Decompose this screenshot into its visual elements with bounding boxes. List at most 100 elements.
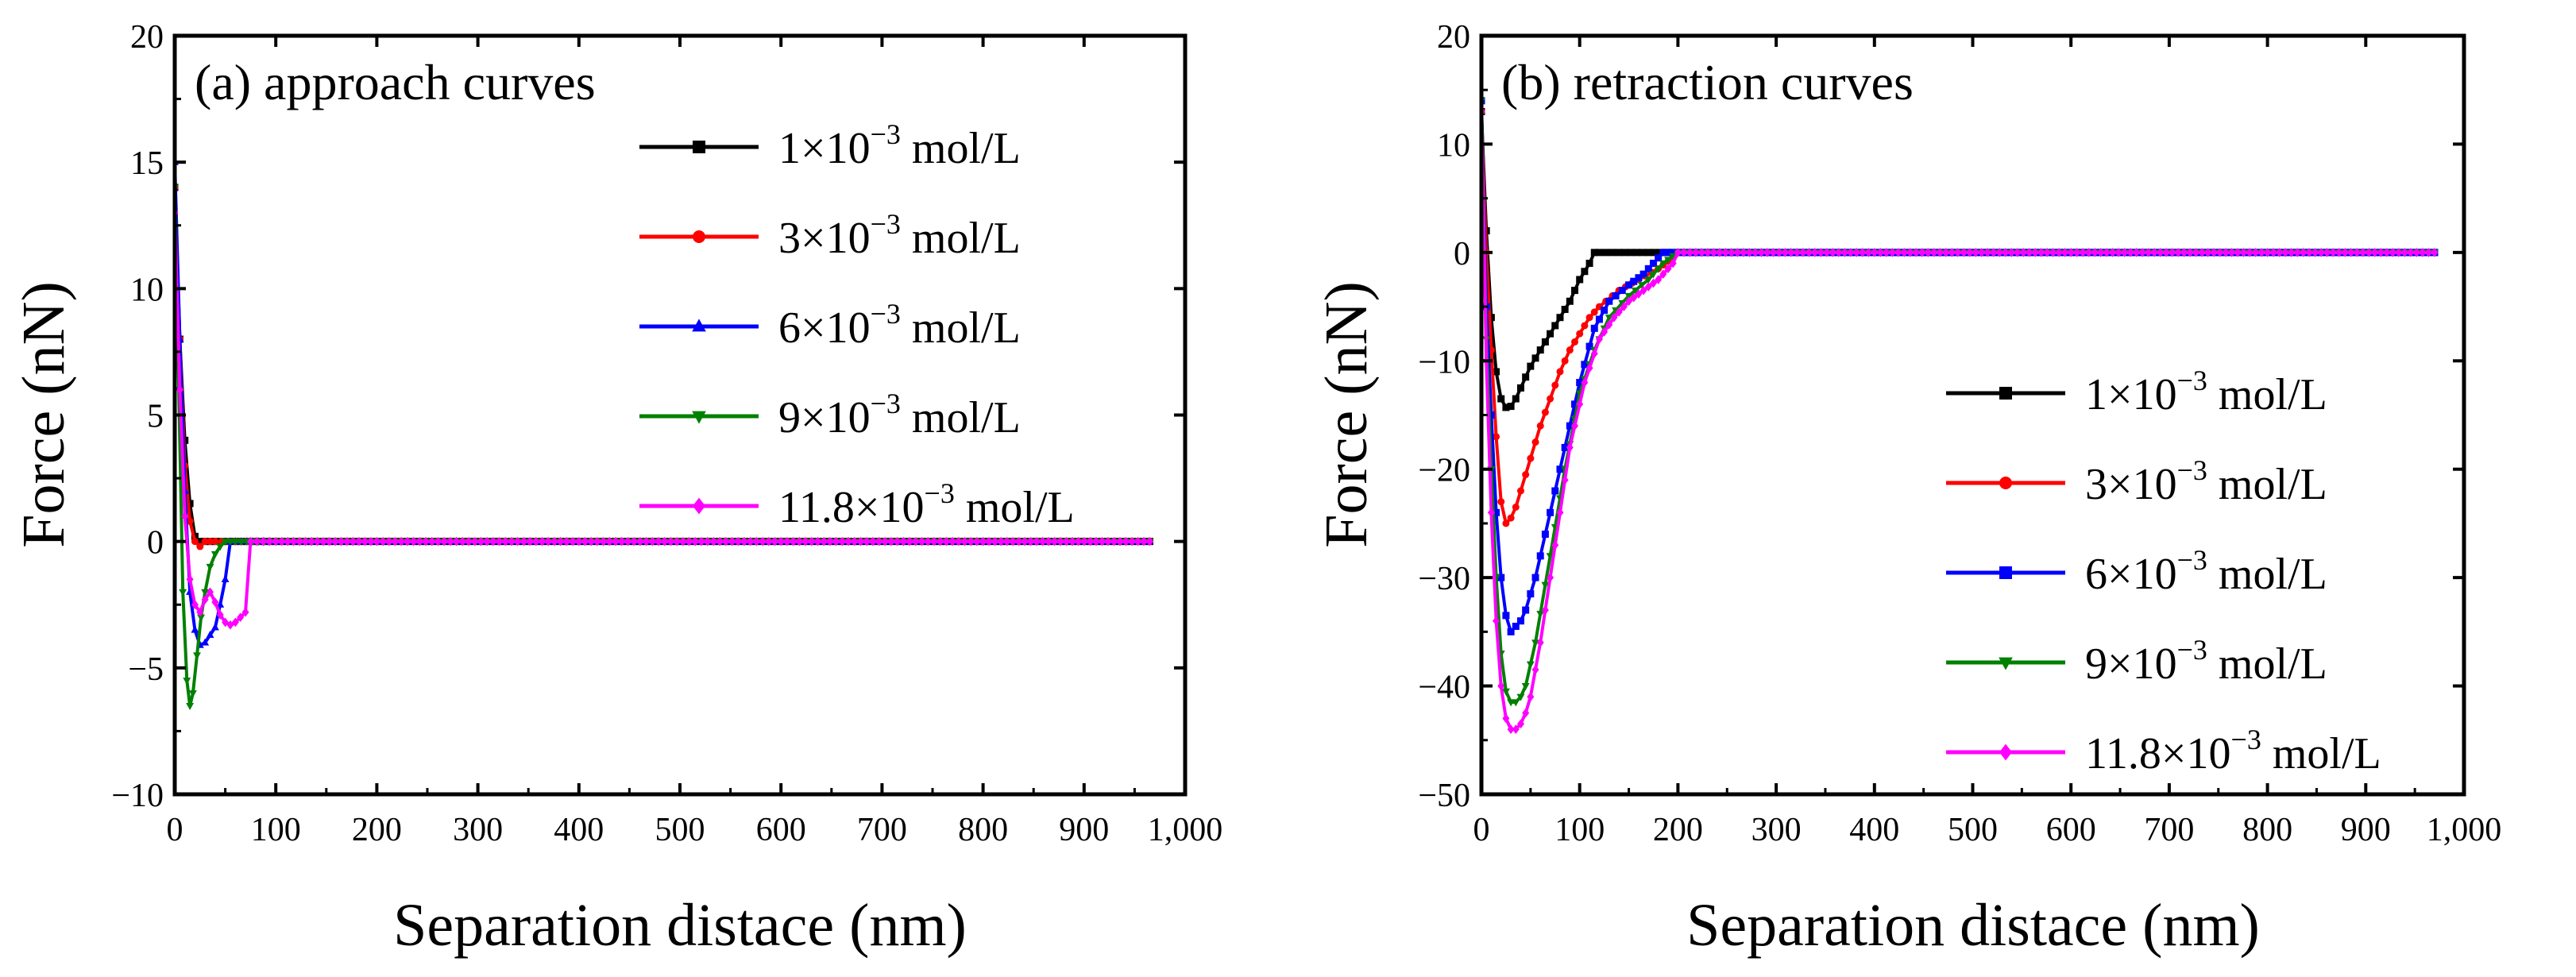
data-point bbox=[1122, 536, 1130, 546]
data-point bbox=[1912, 248, 1920, 257]
data-point bbox=[1644, 282, 1652, 292]
data-point bbox=[979, 536, 987, 546]
data-point bbox=[704, 536, 712, 546]
data-point bbox=[562, 536, 570, 546]
data-point bbox=[1605, 315, 1613, 322]
data-point bbox=[1936, 248, 1944, 257]
series-line bbox=[1481, 111, 2435, 732]
data-point bbox=[1527, 454, 1535, 462]
data-point bbox=[201, 589, 210, 597]
series-line bbox=[175, 187, 1150, 707]
data-point bbox=[1590, 349, 1598, 359]
data-point bbox=[844, 536, 852, 546]
data-point bbox=[2419, 248, 2427, 257]
data-point bbox=[1541, 531, 1549, 539]
legend-marker bbox=[1999, 477, 2012, 489]
data-point bbox=[2097, 248, 2105, 257]
legend-label: 9×10−3 mol/L bbox=[778, 388, 1021, 442]
x-tick-label: 400 bbox=[1849, 812, 1899, 848]
data-point bbox=[912, 536, 920, 546]
data-point bbox=[206, 563, 214, 571]
x-tick-label: 300 bbox=[1751, 812, 1802, 848]
data-point bbox=[483, 536, 491, 546]
data-point bbox=[1728, 248, 1736, 257]
data-point bbox=[1799, 248, 1807, 257]
data-point bbox=[1716, 248, 1724, 257]
data-point bbox=[216, 543, 225, 551]
data-point bbox=[1631, 288, 1639, 295]
data-point bbox=[196, 607, 204, 617]
data-point bbox=[985, 536, 993, 546]
data-point bbox=[1649, 271, 1658, 279]
data-point bbox=[759, 536, 767, 546]
data-point bbox=[1918, 248, 1926, 257]
data-point bbox=[2347, 248, 2355, 257]
data-point bbox=[1942, 248, 1950, 257]
data-point bbox=[1068, 536, 1076, 546]
data-point bbox=[544, 536, 552, 546]
data-point bbox=[501, 536, 509, 546]
y-tick-label: 20 bbox=[130, 19, 164, 56]
data-point bbox=[747, 536, 755, 546]
data-point bbox=[186, 517, 194, 525]
legend-entry: 11.8×10−3 mol/L bbox=[639, 477, 1075, 532]
data-point bbox=[428, 536, 436, 546]
data-point bbox=[2061, 248, 2069, 257]
data-point bbox=[881, 536, 889, 546]
data-point bbox=[1630, 277, 1638, 285]
data-point bbox=[1745, 248, 1753, 257]
data-point bbox=[1654, 265, 1663, 273]
data-point bbox=[186, 500, 194, 508]
data-point bbox=[777, 536, 785, 546]
data-point bbox=[246, 536, 254, 546]
x-tick-label: 800 bbox=[2242, 812, 2292, 848]
data-point bbox=[661, 536, 669, 546]
data-point bbox=[231, 539, 240, 546]
data-point bbox=[1541, 605, 1549, 615]
data-point bbox=[655, 536, 662, 546]
data-point bbox=[575, 536, 583, 546]
data-point bbox=[1655, 254, 1663, 262]
data-point bbox=[1512, 699, 1520, 707]
data-point bbox=[1547, 330, 1554, 338]
x-tick-label: 700 bbox=[2144, 812, 2194, 848]
data-point bbox=[1871, 248, 1879, 257]
chart-panel-retraction: 0 100 200 300 400 500 600 700 800 900 1,000−50−40−… bbox=[1313, 19, 2501, 959]
data-point bbox=[1686, 248, 1694, 257]
data-point bbox=[1664, 257, 1672, 265]
data-point bbox=[1536, 552, 1544, 560]
data-point bbox=[1551, 322, 1559, 330]
data-point bbox=[832, 536, 840, 546]
data-point bbox=[2228, 248, 2236, 257]
data-point bbox=[1721, 248, 1729, 257]
data-point bbox=[2133, 248, 2141, 257]
data-point bbox=[1547, 395, 1554, 403]
data-point bbox=[1536, 422, 1544, 430]
data-point bbox=[887, 536, 895, 546]
data-point bbox=[1948, 248, 1956, 257]
data-point bbox=[1649, 278, 1657, 288]
y-tick-label: −10 bbox=[1418, 344, 1470, 380]
y-tick-label: 20 bbox=[1437, 19, 1470, 56]
data-point bbox=[397, 536, 405, 546]
data-point bbox=[2180, 248, 2188, 257]
data-point bbox=[196, 543, 204, 550]
data-point bbox=[1581, 268, 1589, 276]
data-point bbox=[967, 536, 975, 546]
data-point bbox=[2043, 248, 2051, 257]
data-point bbox=[673, 536, 681, 546]
data-point bbox=[1644, 265, 1652, 272]
data-point bbox=[1595, 315, 1603, 323]
data-point bbox=[1664, 249, 1672, 257]
data-point bbox=[1630, 292, 1638, 303]
data-point bbox=[2073, 248, 2081, 257]
legend-entry: 9×10−3 mol/L bbox=[639, 388, 1021, 442]
data-point bbox=[1516, 487, 1524, 495]
data-point bbox=[1556, 508, 1564, 518]
data-point bbox=[1888, 248, 1896, 257]
data-point bbox=[1536, 611, 1545, 619]
data-point bbox=[1512, 724, 1520, 734]
data-point bbox=[1595, 249, 1603, 257]
data-point bbox=[2222, 248, 2230, 257]
data-point bbox=[1493, 368, 1500, 376]
